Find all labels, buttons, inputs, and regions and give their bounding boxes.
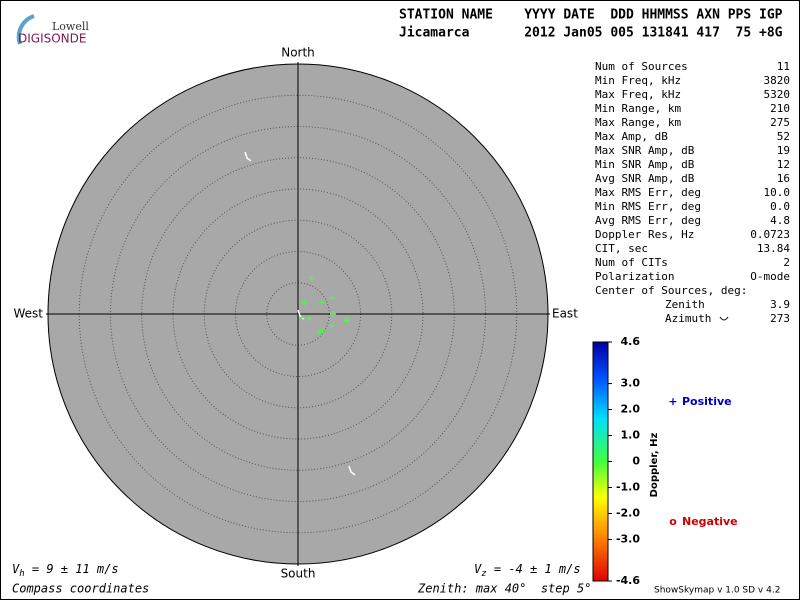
stat-value: 210 <box>770 102 790 115</box>
stat-label: Max Freq, kHz <box>595 88 681 101</box>
source-point <box>308 274 315 281</box>
stat-value: 0.0723 <box>750 228 790 241</box>
colorbar-tick-label: -1.0 <box>616 480 640 493</box>
logo-bottom: DIGISONDE <box>18 32 86 46</box>
stat-label: Max Range, km <box>595 116 681 129</box>
logo-top: Lowell <box>52 20 89 33</box>
stat-label: Max Amp, dB <box>595 130 668 143</box>
source-point <box>343 317 350 324</box>
stat-label: Min SNR Amp, dB <box>595 158 695 171</box>
source-point <box>318 299 325 306</box>
legend-marker: o <box>669 515 677 528</box>
source-point <box>328 294 335 301</box>
version: ShowSkymap v 1.0 SD v 4.2 <box>654 586 780 596</box>
stat-value: 275 <box>770 116 790 129</box>
stat-value: 4.8 <box>770 214 790 227</box>
azimuth-icon <box>719 316 729 321</box>
stat-value: 5320 <box>764 88 791 101</box>
stat-label: Num of CITs <box>595 256 668 269</box>
colorbar-tick-label: -2.0 <box>616 506 640 519</box>
dir-north: North <box>281 46 315 60</box>
colorbar-tick-label: 4.6 <box>621 335 641 348</box>
stat-value: 3820 <box>764 74 791 87</box>
trace-mark <box>348 465 356 476</box>
stat-value: 13.84 <box>757 242 790 255</box>
vh: Vh = 9 ± 11 m/s <box>12 562 119 579</box>
vh-sub: h <box>19 569 24 579</box>
stat-label: Min RMS Err, deg <box>595 200 701 213</box>
source-point <box>298 314 305 321</box>
header-labels: STATION NAME YYYY DATE DDD HHMMSS AXN PP… <box>399 8 783 23</box>
stat-value: 0.0 <box>770 200 790 213</box>
stat-label: Max RMS Err, deg <box>595 186 701 199</box>
vz-sub: z <box>481 569 486 579</box>
center-row-value: 3.9 <box>770 298 790 311</box>
colorbar-tick-label: 3.0 <box>621 377 641 390</box>
stat-value: 11 <box>777 60 790 73</box>
stat-label: CIT, sec <box>595 242 648 255</box>
source-point <box>306 316 313 322</box>
center-row-value: 273 <box>770 312 790 325</box>
stat-value: 16 <box>777 172 790 185</box>
dir-east: East <box>552 307 578 321</box>
stat-label: Avg SNR Amp, dB <box>595 172 695 185</box>
colorbar-tick-label: -4.6 <box>616 574 640 587</box>
stat-value: 10.0 <box>764 186 791 199</box>
colorbar <box>592 341 609 582</box>
legend-label: Positive <box>682 395 732 408</box>
colorbar-label: Doppler, Hz <box>649 433 660 498</box>
legend-label: Negative <box>682 515 738 528</box>
source-point <box>328 322 335 329</box>
stat-label: Num of Sources <box>595 60 688 73</box>
colorbar-tick-label: -3.0 <box>616 532 640 545</box>
vz: Vz = -4 ± 1 m/s <box>474 562 581 579</box>
center-row-label: Azimuth <box>665 312 711 325</box>
colorbar-tick-label: 2.0 <box>621 403 641 416</box>
stat-label: Avg RMS Err, deg <box>595 214 701 227</box>
stat-value: 2 <box>783 256 790 269</box>
stat-label: Doppler Res, Hz <box>595 228 694 241</box>
source-point <box>301 299 308 306</box>
vh-text: = 9 ± 11 m/s <box>25 562 119 576</box>
logo-swoosh <box>16 14 35 45</box>
dir-west: West <box>13 307 43 321</box>
zenith-note: Zenith: max 40° step 5° <box>417 582 591 596</box>
legend-marker: + <box>668 395 677 408</box>
coords-note: Compass coordinates <box>12 582 149 596</box>
source-point <box>330 311 336 317</box>
stat-label: Max SNR Amp, dB <box>595 144 695 157</box>
colorbar-tick-label: 0 <box>632 455 640 468</box>
vh-symbol: V <box>12 562 20 576</box>
center-row-label: Zenith <box>665 298 705 311</box>
source-point <box>316 329 323 336</box>
stat-label: Polarization <box>595 270 674 283</box>
source-point <box>320 327 326 334</box>
vz-text: = -4 ± 1 m/s <box>487 562 581 576</box>
stat-label: Min Range, km <box>595 102 681 115</box>
dir-south: South <box>281 567 316 581</box>
stat-value: O-mode <box>750 270 790 283</box>
header-values: Jicamarca 2012 Jan05 005 131841 417 75 +… <box>399 26 783 41</box>
stat-value: 52 <box>777 130 790 143</box>
trace-mark <box>244 151 252 162</box>
stat-value: 12 <box>777 158 790 171</box>
stat-label: Min Freq, kHz <box>595 74 681 87</box>
center-label: Center of Sources, deg: <box>595 284 747 297</box>
vz-symbol: V <box>474 562 482 576</box>
colorbar-tick-label: 1.0 <box>621 429 641 442</box>
stat-value: 19 <box>777 144 790 157</box>
